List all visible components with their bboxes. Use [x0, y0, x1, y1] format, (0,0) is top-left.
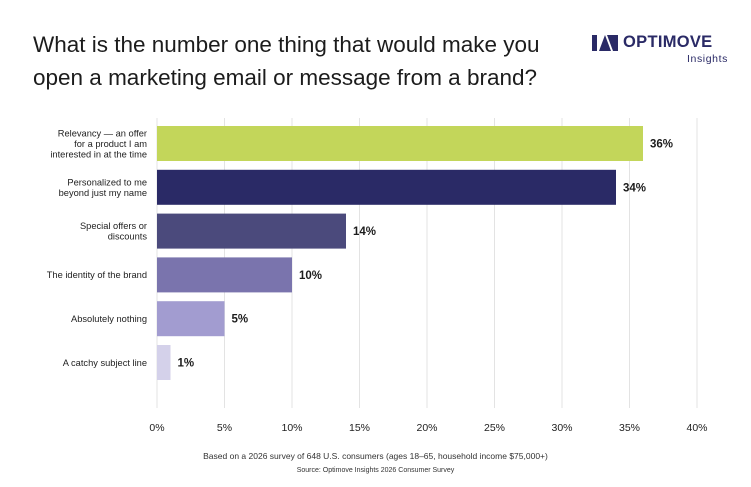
bar-value-label: 36% — [650, 139, 673, 151]
optimove-logo-icon — [592, 35, 618, 51]
bar-value-label: 1% — [178, 358, 195, 370]
category-label: Personalized to me beyond just my name — [59, 177, 147, 198]
category-label: Absolutely nothing — [71, 314, 147, 324]
logo-brand-name: OPTIMOVE — [623, 33, 713, 51]
category-label-line: Personalized to me — [67, 177, 147, 187]
logo-subtitle: Insights — [687, 53, 728, 65]
category-label-line: for a product I am — [74, 139, 147, 149]
bar-value-label: 5% — [232, 314, 249, 326]
category-label: The identity of the brand — [47, 270, 147, 280]
bar — [157, 301, 225, 337]
chart-title-line-2: open a marketing email or message from a… — [33, 65, 538, 90]
category-label-line: interested in at the time — [50, 149, 147, 159]
source-note: Source: Optimove Insights 2026 Consumer … — [296, 467, 455, 474]
x-tick-label: 25% — [484, 422, 505, 434]
bar-value-label: 10% — [299, 270, 322, 282]
category-label-line: Absolutely nothing — [71, 314, 147, 324]
category-label: A catchy subject line — [63, 358, 147, 368]
optimove-logo: OPTIMOVE Insights — [592, 33, 732, 69]
x-tick-label: 20% — [416, 422, 437, 434]
bar — [157, 345, 171, 380]
x-tick-label: 30% — [551, 422, 572, 434]
x-tick-label: 0% — [149, 422, 164, 434]
category-label-line: discounts — [108, 232, 148, 242]
bar-value-label: 14% — [353, 226, 376, 238]
category-label: Relevancy — an offer for a product I am in… — [50, 128, 147, 159]
bar — [157, 169, 616, 205]
bar-value-label: 34% — [623, 182, 646, 194]
x-tick-label: 10% — [281, 422, 302, 434]
x-tick-label: 15% — [349, 422, 370, 434]
category-label: Special offers or discounts — [80, 221, 147, 242]
category-label-line: Relevancy — an offer — [58, 128, 147, 138]
bar — [157, 126, 643, 161]
category-label-line: A catchy subject line — [63, 358, 147, 368]
chart-title: What is the number one thing that would … — [33, 28, 553, 94]
bar — [157, 257, 292, 293]
chart-title-line-1: What is the number one thing that would … — [33, 32, 540, 57]
x-tick-label: 40% — [686, 422, 707, 434]
category-label-line: The identity of the brand — [47, 270, 147, 280]
category-label-line: Special offers or — [80, 221, 147, 231]
x-tick-label: 35% — [619, 422, 640, 434]
x-tick-label: 5% — [217, 422, 232, 434]
bar — [157, 213, 346, 249]
footnote: Based on a 2026 survey of 648 U.S. consu… — [203, 451, 548, 461]
category-label-line: beyond just my name — [59, 188, 147, 198]
